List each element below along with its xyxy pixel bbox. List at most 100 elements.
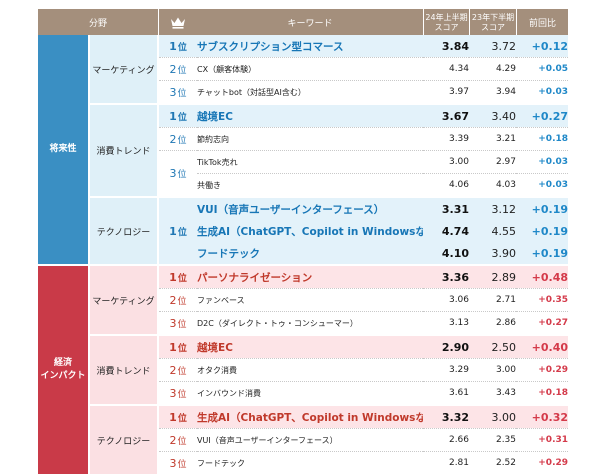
change-cell: +0.32 (516, 406, 569, 428)
change-cell: +0.05 (516, 57, 569, 80)
rank-cell: 3位 (159, 381, 198, 406)
table-row: 2位 CX（顧客体験） 4.34 4.29 +0.05 (38, 57, 569, 80)
change-cell: +0.31 (516, 428, 569, 451)
keyword-cell: VUI（音声ユーザーインターフェース） (197, 428, 424, 451)
rank-cell: 3位 (159, 311, 198, 336)
rank-number: 1 (169, 410, 177, 424)
keyword-cell: チャットbot（対話型AI含む） (197, 80, 424, 105)
score-prev-cell: 2.50 (469, 336, 517, 358)
score-prev-cell: 3.43 (469, 381, 517, 406)
score-current-cell: 3.29 (423, 358, 470, 381)
rank-suffix: 位 (177, 343, 187, 354)
rank-cell: 1位 (159, 105, 198, 127)
rank-suffix: 位 (177, 319, 187, 330)
rank-suffix: 位 (177, 389, 187, 400)
group-label: テクノロジー (88, 406, 160, 476)
score-current-cell: 3.36 (423, 266, 470, 288)
rank-cell: 1位 (159, 198, 198, 266)
keyword-cell: 共働き (197, 173, 424, 198)
keyword-cell: VUI（音声ユーザーインターフェース） (197, 198, 424, 220)
rank-cell: 3位 (159, 150, 198, 198)
rank-cell: 1位 (159, 336, 198, 358)
rank-number: 2 (169, 363, 177, 377)
score-current-cell: 4.10 (423, 242, 470, 266)
change-cell: +0.19 (516, 198, 569, 220)
change-cell: +0.18 (516, 127, 569, 150)
change-cell: +0.40 (516, 336, 569, 358)
table-row: 共働き 4.06 4.03 +0.03 (38, 173, 569, 198)
group-label: テクノロジー (88, 198, 160, 266)
rank-suffix: 位 (177, 135, 187, 146)
change-cell: +0.48 (516, 266, 569, 288)
keyword-cell: フードテック (197, 451, 424, 476)
keyword-cell: 越境EC (197, 336, 424, 358)
keyword-cell: パーソナライゼーション (197, 266, 424, 288)
score-current-cell: 2.66 (423, 428, 470, 451)
score-prev-cell: 2.97 (469, 150, 517, 173)
rank-number: 1 (169, 109, 177, 123)
score-current-cell: 3.00 (423, 150, 470, 173)
table-row: 2位 VUI（音声ユーザーインターフェース） 2.66 2.35 +0.31 (38, 428, 569, 451)
keyword-cell: 越境EC (197, 105, 424, 127)
table-row: 生成AI（ChatGPT、Copilot in Windowsなど） 4.74 4.… (38, 220, 569, 242)
header-keyword: キーワード (197, 9, 424, 35)
table-body: 将来性 マーケティング 1位 サブスクリプション型コマース 3.84 3.72 +0.12 2… (38, 35, 569, 476)
rank-number: 2 (169, 132, 177, 146)
rank-suffix: 位 (177, 88, 187, 99)
rank-cell: 1位 (159, 266, 198, 288)
keyword-cell: D2C（ダイレクト・トゥ・コンシューマー） (197, 311, 424, 336)
score-prev-cell: 2.35 (469, 428, 517, 451)
table-row: 2位 ファンベース 3.06 2.71 +0.35 (38, 288, 569, 311)
change-cell: +0.27 (516, 311, 569, 336)
score-prev-cell: 3.90 (469, 242, 517, 266)
header-score-prev: 23年下半期 スコア (469, 9, 517, 35)
change-cell: +0.03 (516, 150, 569, 173)
score-prev-cell: 2.86 (469, 311, 517, 336)
score-prev-cell: 3.40 (469, 105, 517, 127)
keyword-cell: フードテック (197, 242, 424, 266)
rank-suffix: 位 (177, 436, 187, 447)
rank-number: 3 (169, 386, 177, 400)
group-label: 消費トレンド (88, 105, 160, 198)
keyword-cell: 生成AI（ChatGPT、Copilot in Windowsなど） (197, 220, 424, 242)
change-cell: +0.27 (516, 105, 569, 127)
group-label: マーケティング (88, 35, 160, 105)
change-cell: +0.18 (516, 381, 569, 406)
change-cell: +0.19 (516, 220, 569, 242)
score-current-cell: 4.34 (423, 57, 470, 80)
rank-number: 3 (169, 85, 177, 99)
change-cell: +0.29 (516, 451, 569, 476)
rank-suffix: 位 (177, 413, 187, 424)
rank-suffix: 位 (177, 296, 187, 307)
rank-number: 1 (169, 270, 177, 284)
table-row: 2位 節約志向 3.39 3.21 +0.18 (38, 127, 569, 150)
score-prev-cell: 3.00 (469, 358, 517, 381)
rank-cell: 2位 (159, 57, 198, 80)
rank-cell: 3位 (159, 80, 198, 105)
rank-number: 1 (169, 39, 177, 53)
table-row: 消費トレンド 1位 越境EC 2.90 2.50 +0.40 (38, 336, 569, 406)
score-current-cell: 3.67 (423, 105, 470, 127)
score-prev-cell: 4.55 (469, 220, 517, 242)
rank-number: 2 (169, 62, 177, 76)
change-cell: +0.29 (516, 358, 569, 381)
rank-suffix: 位 (177, 170, 187, 180)
table-row: 3位 TikTok売れ 3.00 2.97 +0.03 (38, 150, 569, 198)
score-prev-cell: 2.52 (469, 451, 517, 476)
rank-number: 3 (169, 456, 177, 470)
rank-number: 1 (169, 340, 177, 354)
keyword-cell: 生成AI（ChatGPT、Copilot in Windowsなど） (197, 406, 424, 428)
table-row: 3位 チャットbot（対話型AI含む） 3.97 3.94 +0.03 (38, 80, 569, 105)
group-label: 消費トレンド (88, 336, 160, 406)
score-prev-cell: 3.72 (469, 35, 517, 57)
rank-suffix: 位 (177, 459, 187, 470)
table-row: テクノロジー 1位 VUI（音声ユーザーインターフェース） 3.31 3.12 +0.19 (38, 198, 569, 266)
change-cell: +0.03 (516, 80, 569, 105)
table-row: フードテック 4.10 3.90 +0.19 (38, 242, 569, 266)
change-cell: +0.03 (516, 173, 569, 198)
change-cell: +0.35 (516, 288, 569, 311)
score-current-cell: 2.90 (423, 336, 470, 358)
table-row: 3位 インバウンド消費 3.61 3.43 +0.18 (38, 381, 569, 406)
score-current-cell: 3.32 (423, 406, 470, 428)
keyword-cell: 節約志向 (197, 127, 424, 150)
